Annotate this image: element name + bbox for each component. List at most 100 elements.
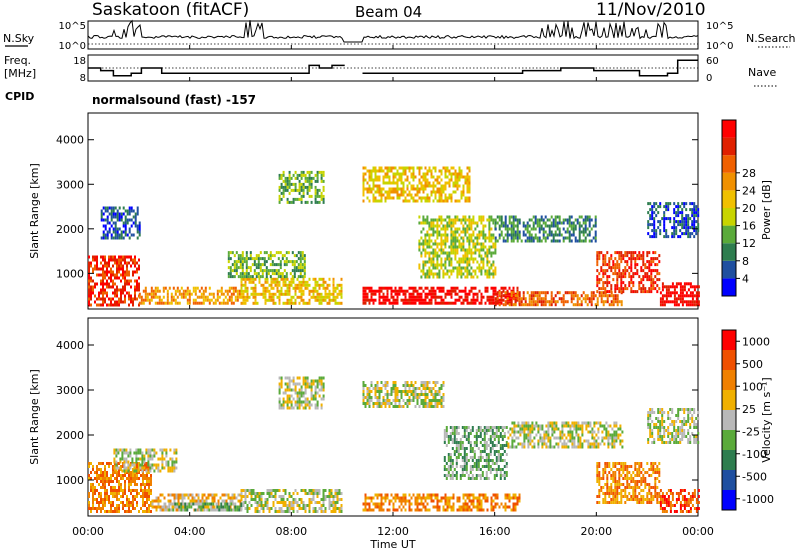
heatmap-cell (251, 275, 254, 279)
heatmap-cell (288, 504, 291, 507)
heatmap-cell (396, 390, 399, 393)
heatmap-cell (454, 292, 457, 296)
heatmap-cell (318, 489, 321, 492)
heatmap-cell (516, 297, 519, 301)
heatmap-cell (161, 463, 164, 467)
heatmap-cell (102, 294, 104, 298)
heatmap-cell (478, 269, 481, 273)
heatmap-cell (620, 290, 623, 294)
heatmap-cell (510, 215, 513, 219)
heatmap-cell (303, 254, 306, 258)
heatmap-cell (138, 227, 141, 231)
heatmap-cell (216, 289, 219, 293)
heatmap-cell (211, 499, 214, 503)
heatmap-cell (126, 270, 128, 274)
heatmap-cell (121, 448, 124, 452)
heatmap-cell (122, 221, 125, 225)
heatmap-cell (550, 291, 553, 295)
heatmap-cell (157, 496, 160, 500)
heatmap-cell (362, 190, 365, 194)
heatmap-cell (157, 502, 160, 506)
heatmap-cell (538, 236, 541, 240)
heatmap-cell (424, 196, 427, 200)
heatmap-cell (476, 239, 479, 243)
heatmap-cell (558, 218, 561, 222)
heatmap-cell (220, 505, 223, 509)
heatmap-cell (292, 504, 295, 507)
heatmap-cell (498, 294, 501, 298)
heatmap-cell (302, 504, 305, 507)
heatmap-cell (118, 212, 121, 216)
heatmap-cell (254, 298, 257, 302)
heatmap-cell (424, 218, 427, 222)
heatmap-cell (396, 295, 399, 299)
heatmap-cell (282, 301, 285, 305)
heatmap-cell (442, 242, 445, 246)
heatmap-cell (418, 169, 421, 173)
heatmap-cell (236, 508, 239, 512)
heatmap-cell (92, 492, 94, 495)
heatmap-cell (426, 275, 429, 279)
heatmap-cell (458, 245, 461, 249)
heatmap-cell (195, 502, 198, 506)
heatmap-cell (657, 220, 660, 224)
heatmap-cell (300, 501, 303, 504)
heatmap-cell (414, 381, 417, 384)
heatmap-cell (324, 298, 327, 302)
heatmap-cell (600, 278, 603, 282)
heatmap-cell (651, 208, 654, 212)
heatmap-cell (512, 227, 515, 231)
heatmap-cell (134, 270, 136, 274)
heatmap-cell (210, 505, 213, 509)
heatmap-cell (126, 282, 128, 286)
heatmap-cell (434, 381, 437, 384)
heatmap-cell (470, 275, 473, 279)
heatmap-cell (118, 258, 120, 262)
heatmap-cell (227, 251, 230, 255)
heatmap-cell (695, 294, 698, 298)
heatmap-cell (112, 282, 114, 286)
heatmap-cell (602, 291, 605, 295)
heatmap-cell (394, 292, 397, 296)
heatmap-cell (322, 188, 325, 192)
heatmap-cell (149, 448, 152, 452)
heatmap-cell (695, 208, 698, 212)
heatmap-cell (394, 387, 397, 390)
heatmap-cell (500, 233, 503, 237)
heatmap-cell (122, 288, 124, 292)
heatmap-cell (130, 218, 133, 222)
heatmap-cell (604, 269, 607, 273)
heatmap-cell (278, 507, 281, 510)
heatmap-cell (626, 269, 629, 273)
heatmap-cell (624, 272, 627, 276)
heatmap-cell (456, 266, 459, 270)
heatmap-cell (304, 510, 307, 513)
heatmap-cell (104, 255, 106, 259)
heatmap-cell (150, 286, 153, 290)
heatmap-cell (244, 507, 247, 510)
heatmap-cell (500, 294, 503, 298)
heatmap-cell (292, 507, 295, 510)
heatmap-cell (392, 181, 395, 185)
heatmap-cell (338, 510, 341, 513)
heatmap-cell (302, 489, 305, 492)
heatmap-cell (560, 221, 563, 225)
heatmap-cell (663, 205, 666, 209)
heatmap-cell (448, 260, 451, 264)
heatmap-cell (474, 298, 477, 302)
heatmap-cell (100, 492, 102, 495)
heatmap-cell (126, 501, 128, 504)
heatmap-cell (384, 402, 387, 405)
heatmap-cell (436, 402, 439, 405)
heatmap-cell (408, 390, 411, 393)
heatmap-cell (120, 261, 122, 265)
heatmap-cell (320, 507, 323, 510)
heatmap-cell (289, 272, 292, 276)
heatmap-cell (293, 260, 296, 264)
heatmap-cell (220, 301, 223, 305)
heatmap-cell (596, 269, 599, 273)
heatmap-cell (490, 251, 493, 255)
heatmap-cell (490, 227, 493, 231)
heatmap-cell (233, 260, 236, 264)
heatmap-cell (578, 227, 581, 231)
